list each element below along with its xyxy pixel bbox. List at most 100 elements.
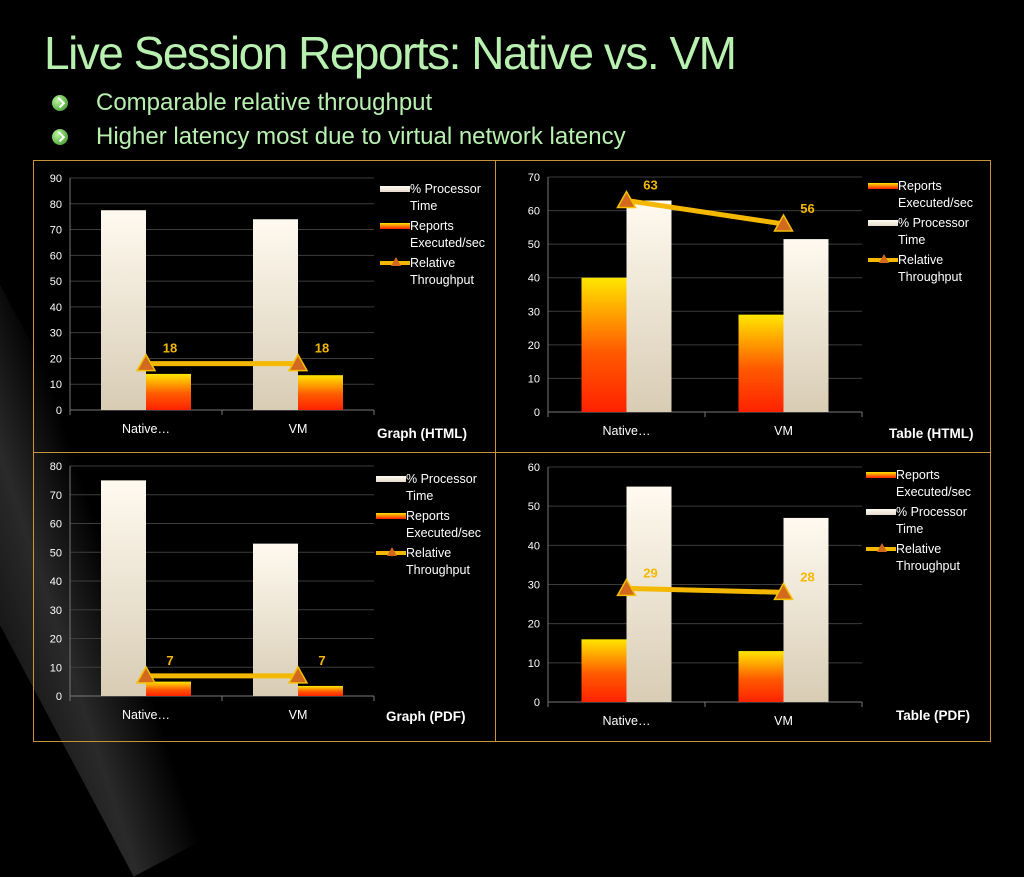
y-tick-label: 0: [56, 691, 62, 703]
y-tick-label: 50: [528, 501, 540, 513]
throughput-data-label: 56: [800, 201, 814, 216]
chart-legend: % Processor Time Reports Executed/sec Re…: [380, 181, 492, 292]
y-tick-label: 60: [528, 462, 540, 474]
legend-swatch-reports-executed: [380, 223, 410, 229]
frame-divider-vertical: [495, 161, 496, 741]
x-category-label: Native…: [122, 422, 170, 436]
chart-graph-pdf: 0 10 20 30 40 50 60 70 80 Native… VM 7 7: [50, 461, 375, 722]
y-tick-label: 10: [528, 373, 540, 385]
green-check-bullet-icon: [52, 129, 68, 145]
y-tick-label: 20: [528, 340, 540, 352]
legend-label: Relative Throughput: [898, 253, 962, 284]
chart-panel-graph-pdf: 0 10 20 30 40 50 60 70 80 Native… VM 7 7 % Processor…: [34, 453, 494, 741]
throughput-marker: [616, 189, 637, 209]
legend-item: % Processor Time: [380, 181, 492, 215]
legend-label: % Processor Time: [896, 505, 967, 536]
legend-item: Relative Throughput: [868, 252, 986, 286]
y-tick-label: 10: [528, 658, 540, 670]
bar-processor-time: [626, 200, 672, 412]
legend-swatch-processor-time: [380, 186, 410, 192]
throughput-marker: [287, 665, 309, 684]
green-check-bullet-icon: [52, 95, 68, 111]
y-tick-label: 70: [528, 172, 540, 184]
legend-swatch-processor-time: [376, 476, 406, 482]
legend-item: % Processor Time: [376, 471, 492, 505]
chart-title: Table (PDF): [896, 708, 970, 723]
y-tick-label: 40: [528, 273, 540, 285]
legend-label: Reports Executed/sec: [896, 468, 972, 499]
chart-table-html: 0 10 20 30 40 50 60 70 Native… VM 63 56: [528, 172, 863, 438]
x-category-label: VM: [289, 422, 308, 436]
chart-title: Table (HTML): [889, 426, 974, 441]
slide-title: Live Session Reports: Native vs. VM: [44, 27, 737, 79]
bar-processor-time: [783, 239, 829, 412]
chart-title: Graph (HTML): [377, 426, 467, 441]
throughput-data-label: 29: [643, 565, 657, 580]
throughput-line: [624, 585, 786, 595]
bar-reports-executed: [298, 375, 343, 410]
legend-item: Reports Executed/sec: [380, 218, 492, 252]
chart-panel-table-html: 0 10 20 30 40 50 60 70 Native… VM 63 56 Reports Exe…: [496, 161, 990, 451]
chart-table-pdf: 0 10 20 30 40 50 60 Native… VM 29 28: [528, 462, 863, 728]
throughput-data-label: 7: [318, 653, 325, 668]
x-category-label: Native…: [603, 424, 651, 438]
y-tick-label: 50: [50, 276, 62, 288]
legend-swatch-relative-throughput: [376, 547, 406, 556]
throughput-marker: [287, 353, 309, 372]
bar-reports-executed: [146, 373, 191, 410]
legend-item: % Processor Time: [866, 504, 986, 538]
y-tick-label: 90: [50, 173, 62, 185]
y-tick-label: 30: [528, 306, 540, 318]
y-tick-label: 40: [50, 302, 62, 314]
y-tick-label: 70: [50, 225, 62, 237]
bullet-item: Comparable relative throughput: [52, 86, 626, 120]
x-category-label: VM: [774, 714, 793, 728]
chart-graph-html: 0 10 20 30 40 50 60 70 80 90 Native… VM 18 18: [50, 173, 375, 436]
y-tick-label: 20: [50, 634, 62, 646]
legend-label: Relative Throughput: [896, 542, 960, 573]
legend-swatch-processor-time: [866, 509, 896, 515]
throughput-marker: [135, 353, 157, 372]
y-tick-label: 50: [528, 239, 540, 251]
y-tick-label: 60: [50, 250, 62, 262]
legend-swatch-relative-throughput: [380, 257, 410, 266]
chart-legend: Reports Executed/sec % Processor Time Re…: [868, 178, 986, 289]
chart-title: Graph (PDF): [386, 709, 466, 724]
throughput-marker: [616, 577, 637, 597]
legend-swatch-reports-executed: [376, 513, 406, 519]
bar-processor-time: [253, 543, 298, 696]
x-category-label: Native…: [603, 714, 651, 728]
legend-item: Reports Executed/sec: [866, 467, 986, 501]
legend-item: Relative Throughput: [866, 541, 986, 575]
chart-legend: Reports Executed/sec % Processor Time Re…: [866, 467, 986, 578]
throughput-data-label: 18: [163, 341, 177, 356]
y-tick-label: 70: [50, 490, 62, 502]
legend-item: Relative Throughput: [376, 545, 492, 579]
throughput-data-label: 7: [166, 653, 173, 668]
y-tick-label: 60: [528, 206, 540, 218]
y-tick-label: 30: [50, 605, 62, 617]
legend-item: % Processor Time: [868, 215, 986, 249]
y-tick-label: 10: [50, 379, 62, 391]
throughput-marker: [135, 665, 157, 684]
legend-label: Reports Executed/sec: [898, 179, 974, 210]
y-tick-label: 40: [50, 576, 62, 588]
y-tick-label: 60: [50, 519, 62, 531]
frame-divider-horizontal: [34, 452, 990, 453]
throughput-marker: [773, 213, 794, 232]
y-tick-label: 0: [534, 407, 540, 419]
legend-swatch-reports-executed: [868, 183, 898, 189]
throughput-line: [624, 198, 786, 227]
chart-legend: % Processor Time Reports Executed/sec Re…: [376, 471, 492, 582]
bar-processor-time: [101, 210, 146, 410]
throughput-data-label: 63: [643, 178, 657, 193]
bar-processor-time: [101, 480, 146, 696]
throughput-marker: [773, 581, 794, 601]
bullet-list: Comparable relative throughput Higher la…: [52, 86, 626, 154]
legend-swatch-processor-time: [868, 220, 898, 226]
bar-reports-executed: [738, 314, 784, 412]
x-category-label: VM: [774, 424, 793, 438]
y-tick-label: 80: [50, 199, 62, 211]
legend-item: Reports Executed/sec: [868, 178, 986, 212]
bullet-text: Comparable relative throughput: [96, 89, 433, 116]
